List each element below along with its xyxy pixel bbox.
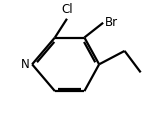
Text: Br: Br bbox=[105, 16, 118, 29]
Text: Cl: Cl bbox=[61, 3, 73, 16]
Text: N: N bbox=[21, 58, 29, 71]
